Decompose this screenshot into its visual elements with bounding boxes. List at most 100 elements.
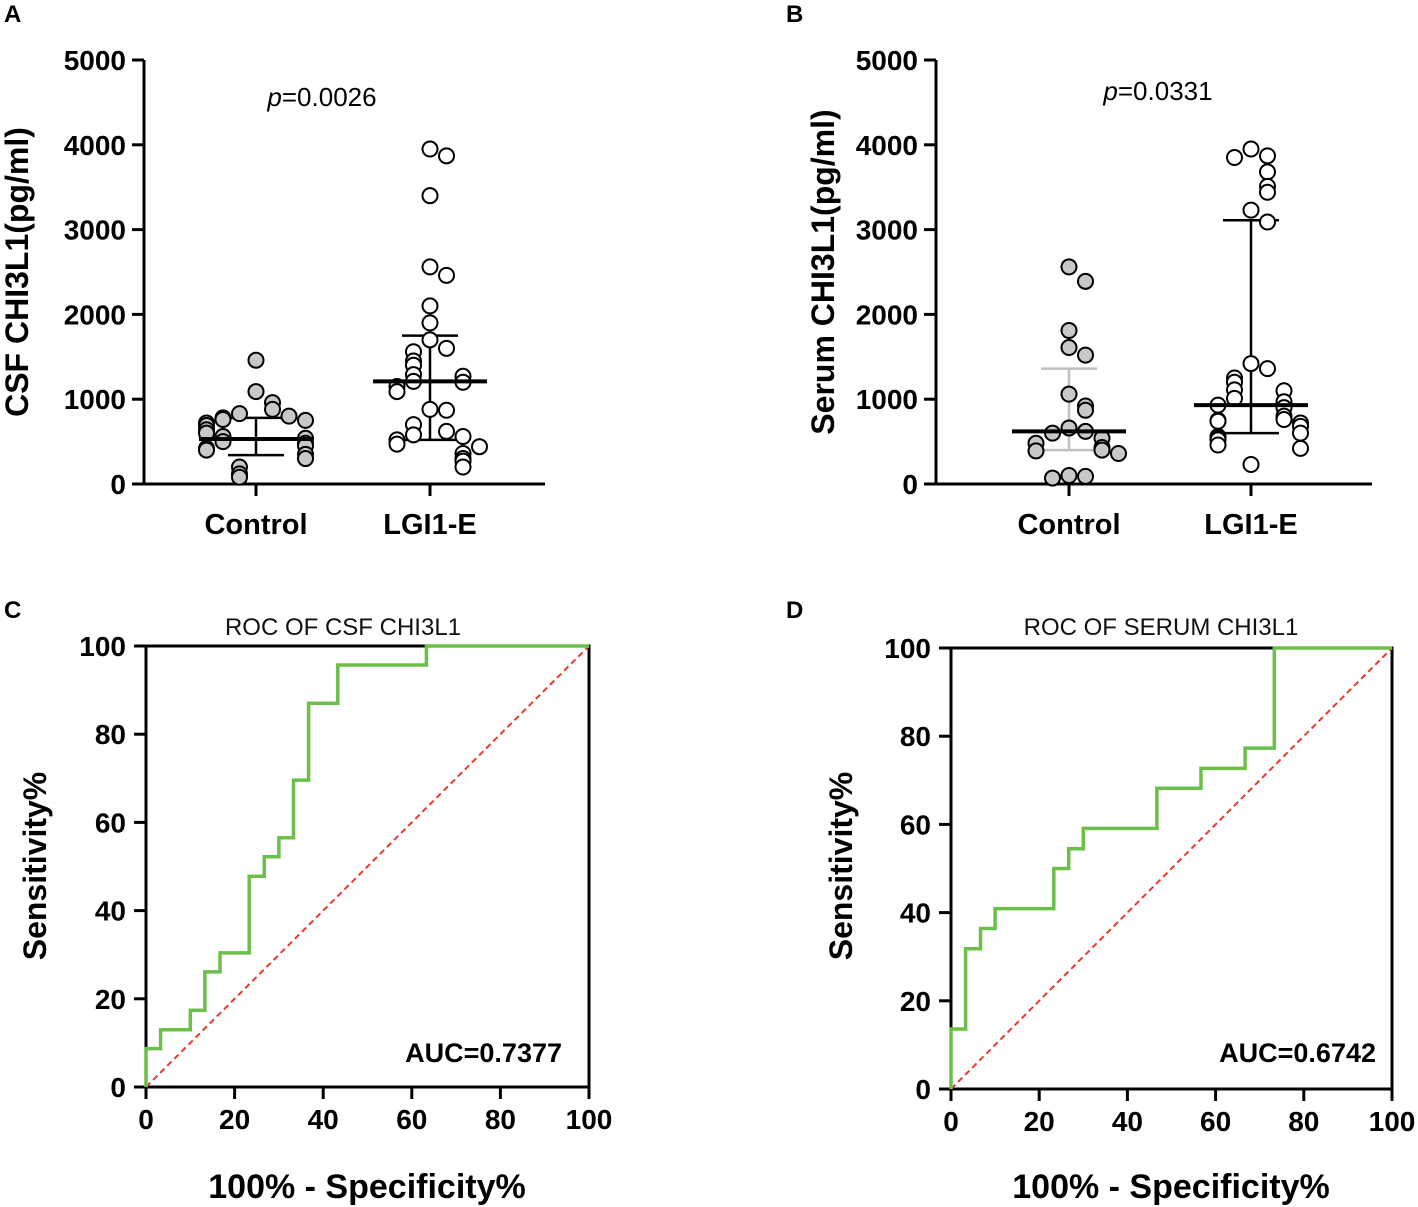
y-tick-label: 2000 [856, 299, 918, 330]
roc-curve [949, 646, 1392, 1089]
data-point [1259, 163, 1276, 181]
data-point [1077, 346, 1094, 364]
y-axis-label-b: Serum CHI3L1(pg/ml) [805, 109, 841, 434]
data-point [1242, 140, 1260, 158]
y-tick-label: 0 [110, 469, 126, 500]
plot-frame [144, 644, 591, 1089]
data-point [405, 426, 422, 444]
y-axis-label-a: CSF CHI3L1(pg/ml) [0, 127, 35, 417]
y-tick-label: 4000 [64, 130, 126, 161]
data-point [1077, 467, 1094, 485]
y-tick-label: 5000 [856, 45, 918, 76]
y-axis-label-c: Sensitivity% [17, 772, 53, 961]
x-tick-label: 20 [219, 1104, 250, 1135]
reference-line [145, 645, 590, 1088]
y-tick-label: 4000 [856, 130, 918, 161]
y-tick-label: 0 [902, 469, 918, 500]
x-tick-label: 60 [1200, 1106, 1231, 1137]
p-value-a: p=0.0026 [266, 82, 376, 112]
y-tick-label: 3000 [856, 215, 918, 246]
y-tick-label: 20 [900, 986, 931, 1017]
panel-label-c: C [4, 597, 21, 624]
x-tick-label: 0 [138, 1104, 154, 1135]
data-point [297, 450, 314, 468]
data-point [1093, 441, 1111, 459]
p-value-b-value: =0.0331 [1118, 76, 1213, 106]
data-point [1060, 258, 1078, 276]
data-point [438, 339, 455, 357]
panel-b-serum-scatter: B Serum CHI3L1(pg/ml) 0 1000 2000 3000 4000 5… [786, 1, 1372, 541]
category-label: LGI1-E [383, 509, 476, 541]
data-point [1077, 272, 1094, 290]
y-tick-label: 3000 [64, 215, 126, 246]
y-tick-label: 2000 [64, 299, 126, 330]
data-point [421, 140, 439, 158]
data-point [438, 266, 455, 284]
data-point [454, 428, 472, 446]
auc-label-c: AUC=0.7377 [405, 1038, 562, 1068]
data-point [1027, 442, 1045, 460]
chart-title-d: ROC OF SERUM CHI3L1 [1024, 614, 1299, 641]
data-point [438, 401, 455, 419]
data-point [1292, 424, 1309, 442]
x-tick-label: 100 [1369, 1106, 1416, 1137]
data-point [231, 405, 248, 423]
data-point [214, 433, 232, 451]
x-tick-label: 40 [308, 1104, 339, 1135]
panel-label-b: B [786, 1, 803, 28]
y-tick-label: 0 [110, 1072, 126, 1103]
x-tick-label: 0 [943, 1106, 959, 1137]
data-point [421, 400, 439, 418]
y-tick-label: 1000 [64, 384, 126, 415]
data-point [297, 411, 314, 429]
plot-area-a: 0 1000 2000 3000 4000 5000 Control LGI1-E [64, 45, 545, 541]
data-point [1060, 338, 1078, 356]
y-tick-label: 0 [915, 1074, 931, 1105]
data-point [438, 422, 455, 440]
category-label: LGI1-E [1204, 509, 1297, 541]
x-tick-label: 80 [1288, 1106, 1319, 1137]
data-point [214, 411, 232, 429]
x-tick-label: 40 [1112, 1106, 1143, 1137]
data-point [471, 438, 488, 456]
data-point [438, 147, 455, 165]
data-point [1242, 201, 1260, 219]
panel-label-d: D [786, 597, 803, 624]
data-point [198, 441, 215, 459]
data-point [1209, 412, 1227, 430]
y-tick-label: 40 [900, 898, 931, 929]
data-point [1110, 444, 1127, 462]
x-tick-label: 20 [1024, 1106, 1055, 1137]
data-point [1259, 213, 1276, 231]
p-value-b: p=0.0331 [1102, 76, 1212, 106]
y-tick-label: 1000 [856, 384, 918, 415]
data-point [280, 407, 298, 425]
y-tick-label: 100 [884, 633, 931, 664]
data-point [1259, 147, 1276, 165]
data-point [1060, 385, 1078, 403]
data-point [421, 258, 439, 276]
data-point [1259, 360, 1276, 378]
plot-frame [949, 646, 1394, 1091]
panel-c-csf-roc: C ROC OF CSF CHI3L1 Sensitivity% 100% - … [4, 597, 612, 1206]
plot-area-b: 0 1000 2000 3000 4000 5000 Control LGI1-E [856, 45, 1372, 541]
auc-label-d: AUC=0.6742 [1219, 1038, 1376, 1068]
panel-label-a: A [4, 1, 21, 28]
data-point [1275, 411, 1293, 429]
y-tick-label: 80 [95, 719, 126, 750]
data-point [421, 297, 439, 315]
roc-curve [144, 644, 589, 1087]
panel-d-serum-roc: D ROC OF SERUM CHI3L1 Sensitivity% 100% … [786, 597, 1415, 1206]
data-point [247, 383, 265, 401]
y-tick-label: 60 [95, 807, 126, 838]
x-axis-label-c: 100% - Specificity% [208, 1168, 525, 1206]
y-tick-label: 60 [900, 809, 931, 840]
p-value-a-value: =0.0026 [282, 82, 377, 112]
data-point [264, 400, 281, 418]
data-point [1077, 401, 1094, 419]
category-label: Control [1017, 509, 1120, 541]
x-tick-label: 80 [485, 1104, 516, 1135]
data-point [1060, 467, 1078, 485]
data-point [1226, 149, 1243, 167]
